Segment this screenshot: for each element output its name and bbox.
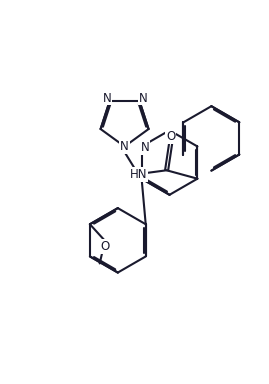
Text: HN: HN [130,168,147,181]
Text: N: N [120,140,129,153]
Text: N: N [139,91,148,104]
Text: O: O [166,129,175,142]
Text: O: O [101,240,110,253]
Text: N: N [102,91,111,104]
Text: N: N [141,141,149,154]
